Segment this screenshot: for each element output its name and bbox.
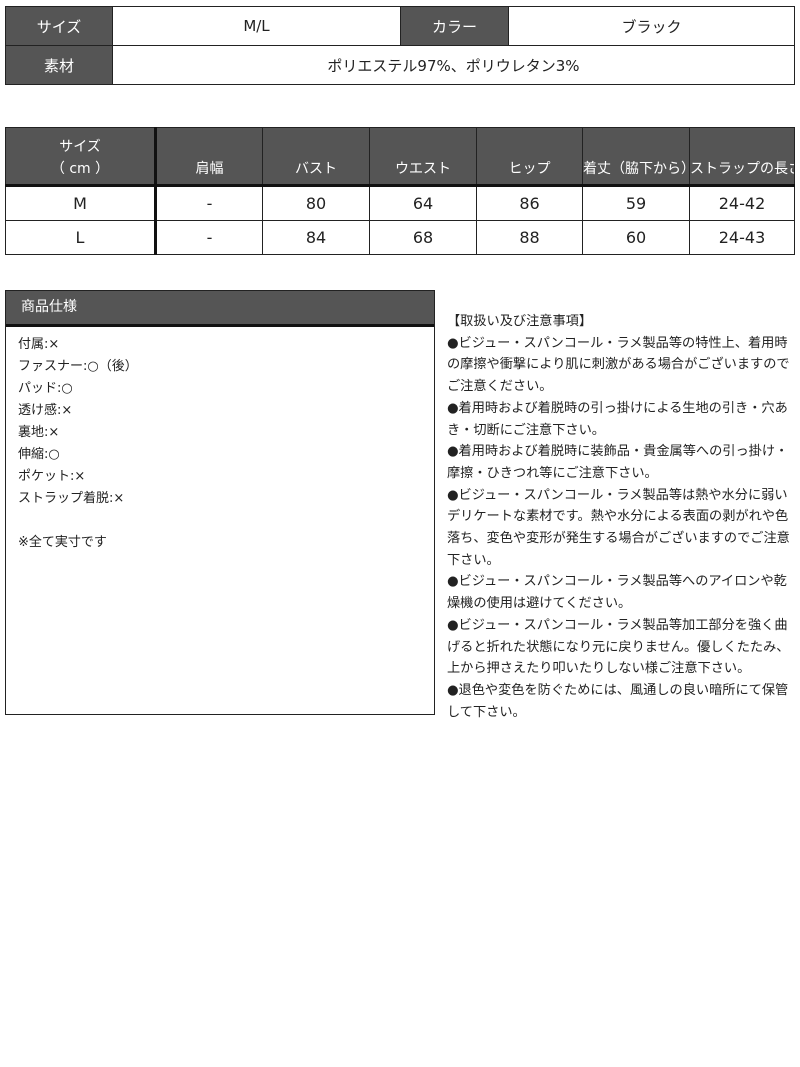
cell: 84 <box>262 220 370 255</box>
notes-title: 【取扱い及び注意事項】 <box>447 314 593 329</box>
info-row: 素材 ポリエステル97%、ポリウレタン3% <box>5 45 795 85</box>
header-waist: ウエスト <box>369 127 477 187</box>
cell: 24-42 <box>689 185 795 221</box>
cell: 59 <box>582 185 690 221</box>
color-value: ブラック <box>508 6 795 46</box>
note-item: ●ビジュー・スパンコール・ラメ製品等は熱や水分に弱いデリケートな素材です。熱や水… <box>447 487 790 568</box>
note-item: ●ビジュー・スパンコール・ラメ製品等加工部分を強く曲げると折れた状態になり元に戻… <box>447 617 790 677</box>
spec-item: 付属:× <box>18 337 60 352</box>
table-row: L - 84 68 88 60 24-43 <box>5 220 795 255</box>
cell: 24-43 <box>689 220 795 255</box>
size-value: M/L <box>112 6 401 46</box>
header-shoulder: 肩幅 <box>155 127 263 187</box>
cell: - <box>155 185 263 221</box>
note-item: ●退色や変色を防ぐためには、風通しの良い暗所にて保管して下さい。 <box>447 682 789 720</box>
spec-item: 裏地:× <box>18 425 60 440</box>
material-label: 素材 <box>5 45 113 85</box>
header-size: サイズ （ cm ） <box>5 127 157 187</box>
spec-item: ストラップ着脱:× <box>18 491 125 506</box>
color-label: カラー <box>400 6 509 46</box>
size-table-header: サイズ （ cm ） 肩幅 バスト ウエスト ヒップ 着丈（脇下から） ストラッ… <box>5 127 795 187</box>
cell: 80 <box>262 185 370 221</box>
cell: 60 <box>582 220 690 255</box>
header-hip: ヒップ <box>476 127 583 187</box>
info-row: サイズ M/L カラー ブラック <box>5 6 795 46</box>
spec-item: 透け感:× <box>18 403 73 418</box>
size-table: サイズ （ cm ） 肩幅 バスト ウエスト ヒップ 着丈（脇下から） ストラッ… <box>5 127 795 255</box>
spec-list: 付属:× ファスナー:○（後） パッド:○ 透け感:× 裏地:× 伸縮:○ ポケ… <box>6 327 434 554</box>
cell: - <box>155 220 263 255</box>
cell: M <box>5 185 157 221</box>
spec-item: ポケット:× <box>18 469 86 484</box>
header-length: 着丈（脇下から） <box>582 127 695 187</box>
note-item: ●ビジュー・スパンコール・ラメ製品等へのアイロンや乾燥機の使用は避けてください。 <box>447 574 787 612</box>
header-strap-length: ストラップの長さ <box>689 127 795 187</box>
header-bust: バスト <box>262 127 370 187</box>
cell: L <box>5 220 157 255</box>
product-spec-box: 商品仕様 付属:× ファスナー:○（後） パッド:○ 透け感:× 裏地:× 伸縮… <box>5 290 435 715</box>
spec-item: ファスナー:○（後） <box>18 359 138 374</box>
cell: 86 <box>476 185 583 221</box>
note-item: ●着用時および着脱時の引っ掛けによる生地の引き・穴あき・切断にご注意下さい。 <box>447 400 788 438</box>
note-item: ●着用時および着脱時に装飾品・貴金属等への引っ掛け・摩擦・ひきつれ等にご注意下さ… <box>447 444 789 481</box>
cell: 64 <box>369 185 477 221</box>
table-row: M - 80 64 86 59 24-42 <box>5 185 795 221</box>
product-info-table: サイズ M/L カラー ブラック 素材 ポリエステル97%、ポリウレタン3% <box>5 6 795 85</box>
spec-item: 伸縮:○ <box>18 447 60 462</box>
care-notes: 【取扱い及び注意事項】 ●ビジュー・スパンコール・ラメ製品等の特性上、着用時の摩… <box>447 311 797 723</box>
material-value: ポリエステル97%、ポリウレタン3% <box>112 45 795 85</box>
note-item: ●ビジュー・スパンコール・ラメ製品等の特性上、着用時の摩擦や衝撃により肌に刺激が… <box>447 335 790 395</box>
cell: 88 <box>476 220 583 255</box>
size-label: サイズ <box>5 6 113 46</box>
spec-note: ※全て実寸です <box>18 535 107 550</box>
spec-title: 商品仕様 <box>6 291 434 327</box>
cell: 68 <box>369 220 477 255</box>
spec-item: パッド:○ <box>18 381 73 396</box>
